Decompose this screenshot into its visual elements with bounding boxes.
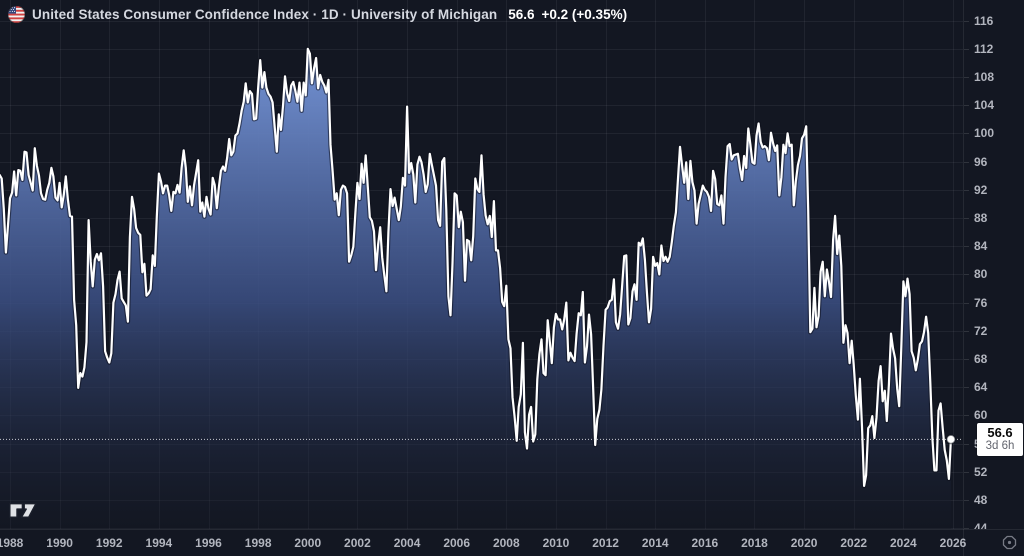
- price-tick-label: 84: [974, 239, 988, 254]
- symbol-title[interactable]: United States Consumer Confidence Index …: [32, 7, 498, 22]
- time-tick-label: 1992: [95, 536, 123, 550]
- time-tick-label: 2014: [641, 536, 669, 550]
- time-tick-label: 2024: [890, 536, 917, 550]
- last-price: 56.6: [508, 7, 535, 22]
- price-tick-label: 60: [974, 408, 988, 423]
- price-tick-label: 48: [974, 493, 988, 507]
- price-tick-mark: [964, 472, 969, 473]
- price-scale[interactable]: 1161121081041009692888480767268646056524…: [963, 0, 1024, 556]
- price-tick-mark: [964, 49, 969, 50]
- price-line: [0, 47, 952, 487]
- area-fill: [0, 48, 951, 529]
- price-tick-label: 116: [974, 13, 994, 28]
- price-tick-label: 44: [974, 521, 988, 529]
- price-tick-label: 80: [974, 267, 988, 282]
- price-tick-label: 104: [974, 98, 995, 113]
- current-price-label: 56.6 3d 6h: [977, 423, 1023, 457]
- price-scale-settings-icon[interactable]: [1001, 534, 1018, 551]
- price-tick-label: 76: [974, 295, 988, 310]
- last-value-dot: [945, 434, 956, 445]
- time-tick-label: 2018: [741, 536, 768, 550]
- price-tick-mark: [964, 359, 969, 360]
- price-tick-mark: [964, 528, 969, 529]
- price-tick-label: 72: [974, 323, 988, 338]
- time-tick-label: 2000: [294, 536, 322, 550]
- price-scale-labels: 1161121081041009692888480767268646056524…: [964, 0, 1024, 529]
- time-tick-label: 2008: [492, 536, 520, 550]
- time-tick-label: 1990: [46, 536, 73, 550]
- time-tick-label: 2016: [691, 536, 719, 550]
- time-scale[interactable]: 1988 1990 1992 1994 1996 1998 2000 2002 2004 2006…: [0, 529, 1024, 556]
- time-tick-label: 2006: [443, 536, 471, 550]
- price-tick-mark: [964, 105, 969, 106]
- price-change: +0.2 (+0.35%): [541, 7, 628, 22]
- price-tick-mark: [964, 133, 969, 134]
- current-price-value: 56.6: [987, 425, 1013, 441]
- time-tick-label: 1988: [0, 536, 24, 550]
- price-tick-label: 100: [974, 126, 995, 141]
- time-tick-label: 2002: [344, 536, 371, 550]
- time-tick-label: 2012: [592, 536, 619, 550]
- time-tick-label: 2026: [939, 536, 967, 550]
- time-tick-label: 2004: [393, 536, 421, 550]
- price-tick-mark: [964, 331, 969, 332]
- price-tick-label: 88: [974, 211, 988, 225]
- price-tick-mark: [964, 500, 969, 501]
- symbol-legend: United States Consumer Confidence Index …: [8, 6, 627, 23]
- price-tick-mark: [964, 21, 969, 22]
- time-tick-label: 2010: [542, 536, 570, 550]
- time-tick-label: 2022: [840, 536, 868, 550]
- price-tick-mark: [964, 415, 969, 416]
- time-tick-label: 1994: [145, 536, 173, 550]
- price-tick-label: 92: [974, 182, 988, 197]
- price-tick-label: 108: [974, 70, 995, 84]
- price-tick-mark: [964, 303, 969, 304]
- price-tick-mark: [964, 387, 969, 388]
- price-tick-label: 96: [974, 154, 988, 169]
- price-tick-mark: [964, 218, 969, 219]
- time-tick-label: 1996: [195, 536, 222, 550]
- price-tick-mark: [964, 246, 969, 247]
- time-tick-label: 1998: [244, 536, 272, 550]
- price-tick-mark: [964, 162, 969, 163]
- price-tick-mark: [964, 77, 969, 78]
- price-tick-label: 52: [974, 464, 988, 479]
- price-tick-mark: [964, 274, 969, 275]
- tradingview-logo[interactable]: [8, 501, 42, 522]
- price-tick-label: 112: [974, 41, 994, 56]
- price-tick-mark: [964, 190, 969, 191]
- time-tick-label: 2020: [790, 536, 818, 550]
- price-tick-mark: [964, 444, 969, 445]
- us-flag-icon: [8, 6, 25, 23]
- price-tick-label: 64: [974, 380, 988, 395]
- price-tick-label: 68: [974, 352, 988, 366]
- bar-countdown: 3d 6h: [985, 440, 1015, 453]
